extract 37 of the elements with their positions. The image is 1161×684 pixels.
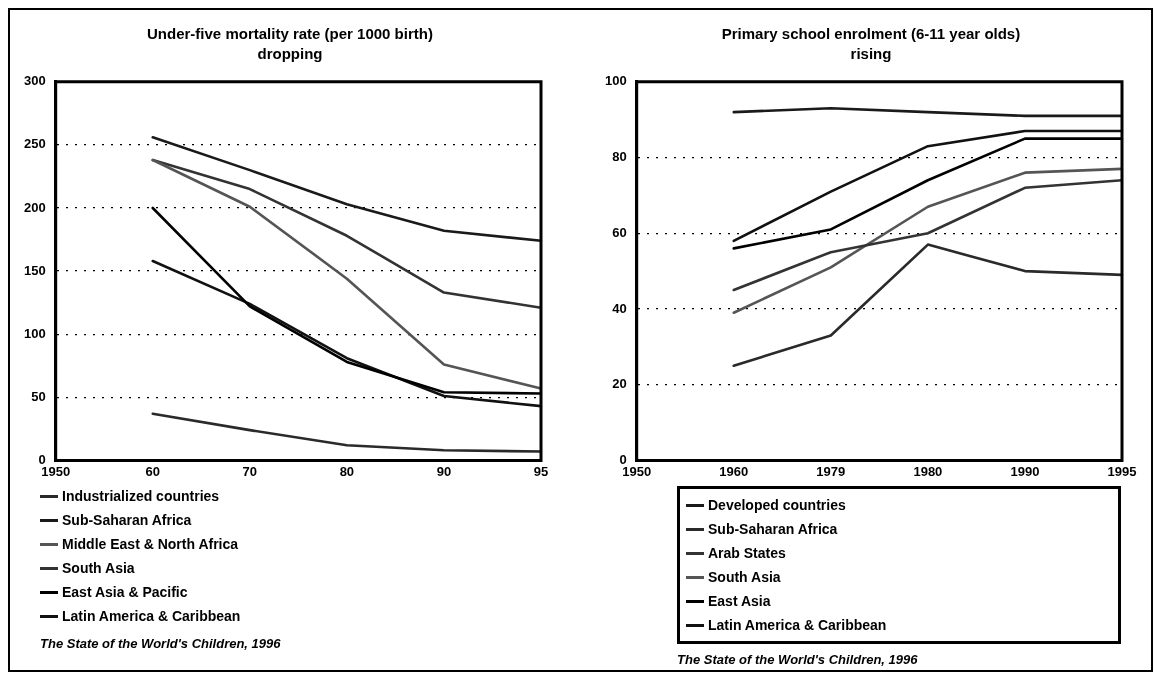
chart-title: Under-five mortality rate (per 1000 birth) dropping — [146, 24, 434, 64]
y-tick-label: 150 — [23, 262, 46, 278]
x-tick-label: 60 — [145, 463, 160, 479]
y-tick-label: 100 — [23, 325, 46, 341]
x-tick-label: 1980 — [913, 463, 943, 479]
legend-label: East Asia & Pacific — [62, 584, 188, 600]
legend-label: South Asia — [62, 560, 135, 576]
legend-label: East Asia — [708, 593, 771, 609]
y-tick-label: 100 — [604, 73, 627, 89]
legend-label: Developed countries — [708, 497, 846, 513]
x-tick-label: 70 — [242, 463, 258, 479]
legend-label: Sub-Saharan Africa — [62, 512, 192, 528]
y-tick-label: 80 — [612, 149, 627, 165]
x-tick-label: 80 — [339, 463, 355, 479]
legend-label: Arab States — [708, 545, 786, 561]
text: The State of the World's Children, 1996 — [40, 636, 282, 651]
y-tick-label: 300 — [23, 73, 46, 89]
y-tick-label: 60 — [612, 224, 627, 240]
legend-label: South Asia — [708, 569, 781, 585]
legend-label: Sub-Saharan Africa — [708, 521, 838, 537]
text: The State of the World's Children, 1996 — [677, 652, 919, 667]
legend-label: Latin America & Caribbean — [708, 617, 887, 633]
legend-label: Middle East & North Africa — [62, 536, 239, 552]
x-tick-label: 1960 — [719, 463, 749, 479]
legend-label: Industrialized countries — [62, 488, 220, 504]
y-tick-label: 50 — [31, 388, 46, 404]
legend-label: Latin America & Caribbean — [62, 608, 241, 624]
x-tick-label: 95 — [533, 463, 549, 479]
x-tick-label: 1990 — [1010, 463, 1040, 479]
y-tick-label: 200 — [23, 199, 46, 215]
chart-title: Primary school enrolment (6-11 year olds) rising — [720, 24, 1022, 64]
y-tick-label: 20 — [612, 376, 627, 392]
y-tick-label: 40 — [612, 300, 627, 316]
y-tick-label: 250 — [23, 136, 46, 152]
x-tick-label: 1995 — [1107, 463, 1137, 479]
x-tick-label: 1979 — [816, 463, 846, 479]
x-tick-label: 90 — [436, 463, 452, 479]
